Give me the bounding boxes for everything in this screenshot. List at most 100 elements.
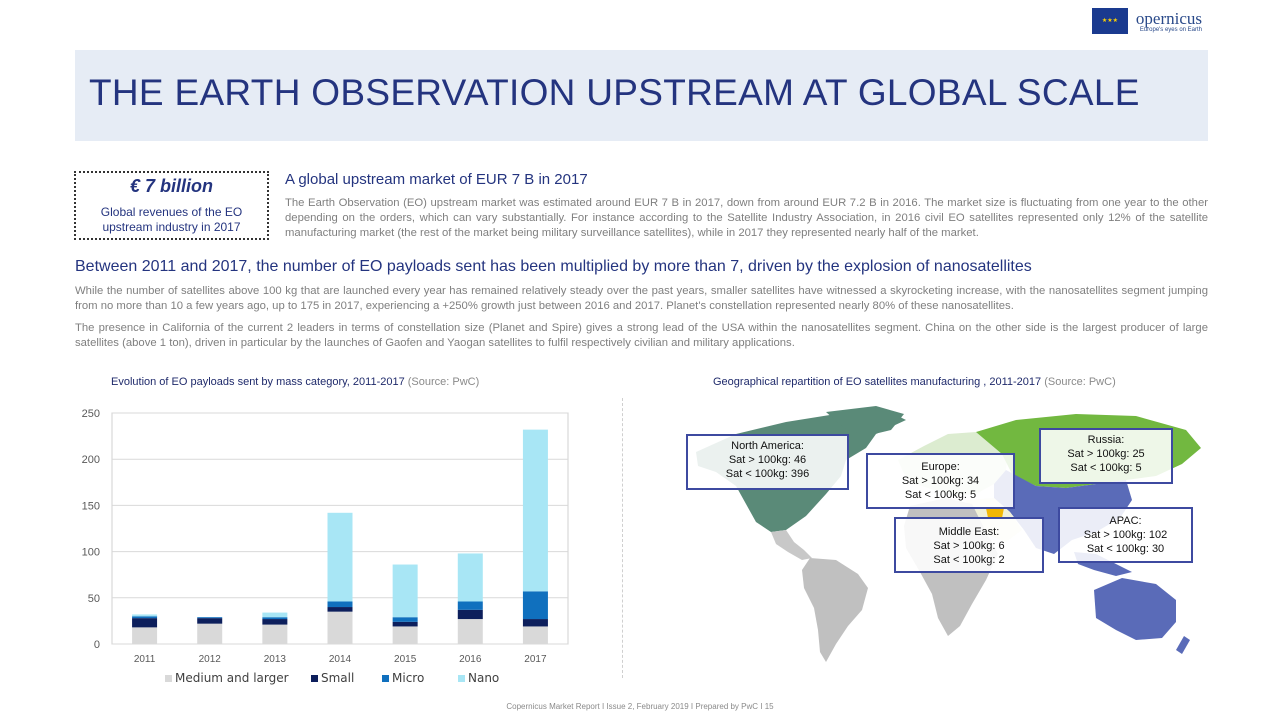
map-new-zealand [1176,636,1190,654]
y-tick-label: 150 [82,500,100,512]
bar-segment [197,617,223,619]
x-tick-label: 2017 [524,654,547,665]
copernicus-logo-tagline: Europe's eyes on Earth [1139,26,1202,33]
legend-label: Micro [392,671,424,685]
legend-swatch [165,675,172,682]
map-source: (Source: PwC) [1044,376,1116,388]
kpi-value: € 7 billion [129,176,213,196]
region-name: Europe: [921,461,960,473]
bar-segment [457,553,483,602]
title-band: THE EARTH OBSERVATION UPSTREAM AT GLOBAL… [75,50,1208,141]
bar-segment [132,616,158,619]
region-name: APAC: [1109,515,1142,527]
bar-segment [327,611,353,644]
map-label-europe: Europe: Sat > 100kg: 34 Sat < 100kg: 5 [866,453,1015,509]
region-name: Russia: [1087,434,1125,446]
legend-label: Medium and larger [175,671,289,685]
section1-body: The Earth Observation (EO) upstream mark… [285,197,1208,239]
map-greenland [826,406,904,436]
region-value-small: Sat < 100kg: 5 [1070,462,1142,474]
region-value-small: Sat < 100kg: 5 [904,489,977,501]
bar-segment [132,618,158,628]
bar-chart-title-text: Evolution of EO payloads sent by mass ca… [111,376,408,388]
section2-body1: While the number of satellites above 100… [75,285,1208,312]
legend-swatch [458,675,465,682]
bar-segment [457,601,483,610]
bar-segment [522,429,548,592]
section1-heading: A global upstream market of EUR 7 B in 2… [285,171,588,188]
bar-chart-source: (Source: PwC) [407,376,480,388]
kpi-box: € 7 billion Global revenues of the EO up… [74,171,269,240]
legend-label: Nano [468,671,499,685]
y-tick-label: 250 [82,408,100,420]
map-label-north-america: North America: Sat > 100kg: 46 Sat < 100… [686,434,849,490]
bar-segment [392,621,418,627]
bar-segment [197,623,223,644]
region-value-large: Sat > 100kg: 34 [901,475,980,487]
bar-segment [457,619,483,644]
x-tick-label: 2016 [459,654,482,665]
legend-label: Small [321,671,354,685]
chart-divider [622,398,623,678]
map-gulf-state [986,508,1004,518]
map-label-russia: Russia: Sat > 100kg: 25 Sat < 100kg: 5 [1039,428,1173,484]
map-australia [1094,578,1176,640]
region-value-large: Sat > 100kg: 25 [1067,448,1145,460]
legend-swatch [311,675,318,682]
map-label-middle-east: Middle East: Sat > 100kg: 6 Sat < 100kg:… [894,517,1044,573]
region-name: Middle East: [938,526,1000,538]
region-value-large: Sat > 100kg: 6 [933,540,1005,552]
bar-chart-title: Evolution of EO payloads sent by mass ca… [111,376,479,388]
region-value-large: Sat > 100kg: 46 [728,454,807,466]
bar-segment [262,624,288,644]
copernicus-logo-text: opernicus [1135,8,1202,28]
section2-body2: The presence in California of the curren… [75,322,1208,349]
region-name: North America: [731,440,804,452]
region-value-small: Sat < 100kg: 2 [933,554,1005,566]
bar-segment [262,617,288,620]
kpi-caption: Global revenues of the EO upstream indus… [76,205,267,235]
eu-flag-logo: ★★★ [1091,8,1128,34]
page-title: THE EARTH OBSERVATION UPSTREAM AT GLOBAL… [89,72,1140,113]
bar-segment [392,564,418,618]
kpi-caption-line1: Global revenues of the EO [100,205,243,219]
kpi-caption-line2: upstream industry in 2017 [102,220,241,234]
bar-segment [197,618,223,624]
bar-segment [262,612,288,618]
x-tick-label: 2014 [329,654,352,665]
bar-segment [327,512,353,602]
bar-segment [262,619,288,625]
y-tick-label: 50 [88,593,100,605]
region-value-small: Sat < 100kg: 396 [725,468,810,480]
x-tick-label: 2013 [264,654,287,665]
region-value-large: Sat > 100kg: 102 [1083,529,1168,541]
y-tick-label: 0 [94,639,100,651]
y-tick-label: 100 [82,547,100,559]
section2-heading: Between 2011 and 2017, the number of EO … [75,258,1032,275]
x-tick-label: 2011 [134,654,156,665]
region-value-small: Sat < 100kg: 30 [1086,543,1165,555]
logo-area: ★★★ opernicus Europe's eyes on Earth [1091,8,1202,34]
bar-segment [392,626,418,644]
bar-segment [392,617,418,622]
bar-segment [522,626,548,644]
payloads-bar-chart: 0 50 100 150 200 250 2011 2012 2013 2014 2015 2016 2… [82,408,569,685]
map-title-text: Geographical repartition of EO satellite… [713,376,1045,388]
map-central-america [771,530,812,560]
map-label-apac: APAC: Sat > 100kg: 102 Sat < 100kg: 30 [1058,507,1193,563]
page-footer: Copernicus Market Report I Issue 2, Febr… [506,702,774,711]
map-title: Geographical repartition of EO satellite… [713,376,1116,388]
bar-segment [132,627,158,644]
bar-segment [522,591,548,620]
x-tick-label: 2012 [199,654,222,665]
bar-segment [522,619,548,627]
map-south-america [802,558,868,662]
bar-segment [327,607,353,612]
bar-segment [132,614,158,617]
x-tick-label: 2015 [394,654,417,665]
legend-swatch [382,675,389,682]
copernicus-logo: opernicus Europe's eyes on Earth [1136,10,1202,33]
y-tick-label: 200 [82,454,100,466]
bar-segment [327,601,353,608]
bar-segment [457,609,483,620]
